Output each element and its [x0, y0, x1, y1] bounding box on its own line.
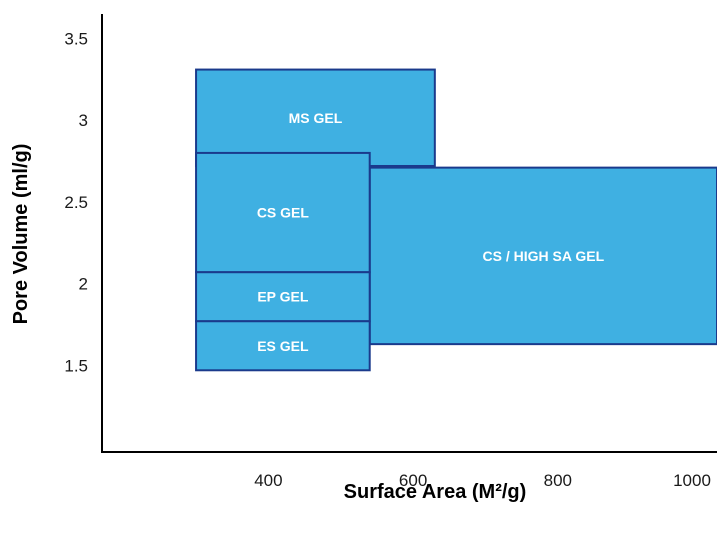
- region-es-gel: [195, 320, 371, 372]
- y-tick-label: 1.5: [64, 356, 88, 375]
- region-cs-high-sa-gel: [368, 166, 717, 346]
- region-label-ep-gel: EP GEL: [257, 289, 309, 305]
- region-label-cs-gel: CS GEL: [257, 205, 310, 221]
- region-ep-gel: [195, 271, 371, 323]
- region-ms-gel: [195, 68, 436, 167]
- y-tick-label: 2: [79, 275, 88, 294]
- x-tick-label: 800: [544, 471, 572, 490]
- region-label-es-gel: ES GEL: [257, 338, 309, 354]
- y-tick-labels: 1.5 2 2.5 3 3.5: [64, 30, 88, 376]
- y-tick-label: 3: [79, 111, 88, 130]
- region-label-cs-high-sa-gel: CS / HIGH SA GEL: [483, 248, 605, 264]
- y-tick-label: 3.5: [64, 30, 88, 49]
- x-tick-labels: 400 600 800 1000: [254, 471, 711, 490]
- region-label-ms-gel: MS GEL: [289, 110, 343, 126]
- chart-regions: MS GEL CS / HIGH SA GEL CS GEL EP GEL ES GEL: [195, 68, 717, 372]
- x-tick-label: 600: [399, 471, 427, 490]
- y-tick-label: 2.5: [64, 193, 88, 212]
- x-tick-label: 1000: [673, 471, 711, 490]
- y-axis-title: Pore Volume (ml/g): [10, 144, 32, 325]
- x-axis-title: Surface Area (M²/g): [344, 481, 527, 503]
- x-tick-label: 400: [254, 471, 282, 490]
